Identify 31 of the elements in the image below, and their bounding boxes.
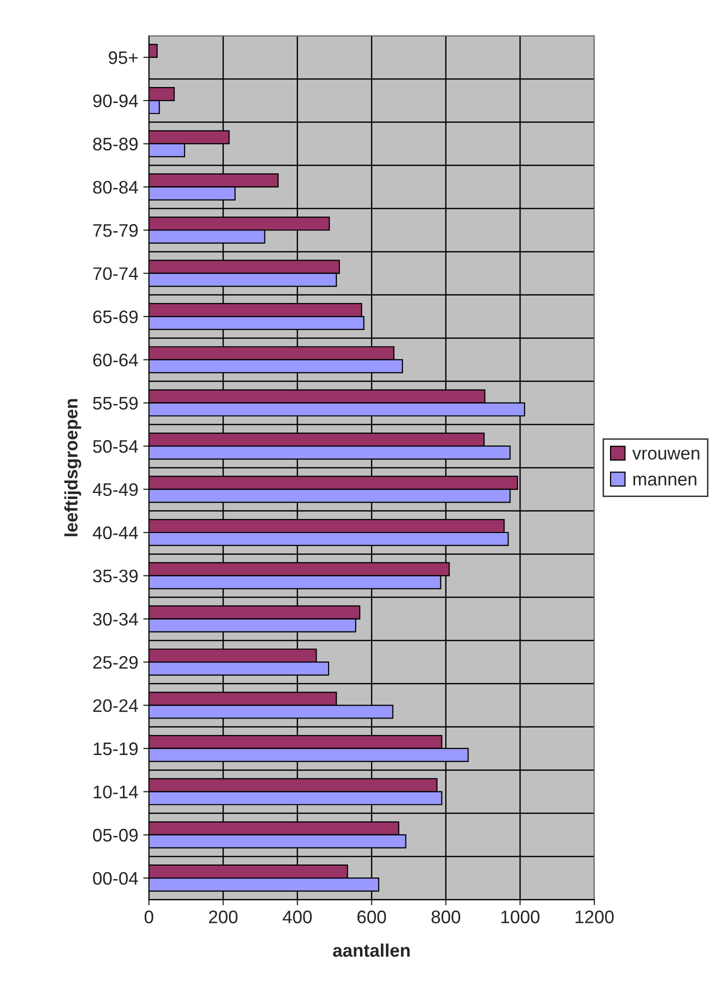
x-tick-label: 1000 xyxy=(501,910,540,924)
y-tick-label: 90-94 xyxy=(93,94,138,108)
y-tick-label: 70-74 xyxy=(93,267,138,280)
y-tick-label: 35-39 xyxy=(93,570,138,582)
y-tick-label: 60-64 xyxy=(93,354,138,366)
y-tick-label: 50-54 xyxy=(93,440,138,453)
x-axis-title: aantallen xyxy=(333,944,410,957)
y-tick-label: 75-79 xyxy=(93,224,138,237)
y-tick-label: 00-04 xyxy=(93,872,138,885)
x-tick-label: 0 xyxy=(144,910,154,924)
x-tick-label: 800 xyxy=(432,910,460,924)
y-tick-label: 85-89 xyxy=(93,138,138,150)
y-tick-label: 25-29 xyxy=(93,656,138,669)
y-tick-label: 15-19 xyxy=(94,742,138,756)
y-axis-title: leeftijdsgroepen xyxy=(64,399,82,536)
x-tick-label: 1200 xyxy=(576,910,614,924)
legend-label: vrouwen xyxy=(632,450,700,460)
y-tick-label: 45-49 xyxy=(92,483,138,496)
y-tick-label: 40-44 xyxy=(92,526,138,540)
y-tick-label: 10-14 xyxy=(94,786,138,798)
y-tick-label: 65-69 xyxy=(93,310,138,324)
y-tick-label: 05-09 xyxy=(93,828,138,842)
y-tick-label: 80-84 xyxy=(93,180,138,194)
y-tick-label: 55-59 xyxy=(93,396,138,410)
y-tick-label: 30-34 xyxy=(93,612,138,626)
x-tick-label: 600 xyxy=(357,910,386,924)
x-tick-label: 200 xyxy=(209,910,238,924)
legend-label: mannen xyxy=(633,476,696,486)
y-tick-label: 95+ xyxy=(108,51,138,64)
y-tick-label: 20-24 xyxy=(93,699,138,712)
x-tick-label: 400 xyxy=(282,910,312,924)
